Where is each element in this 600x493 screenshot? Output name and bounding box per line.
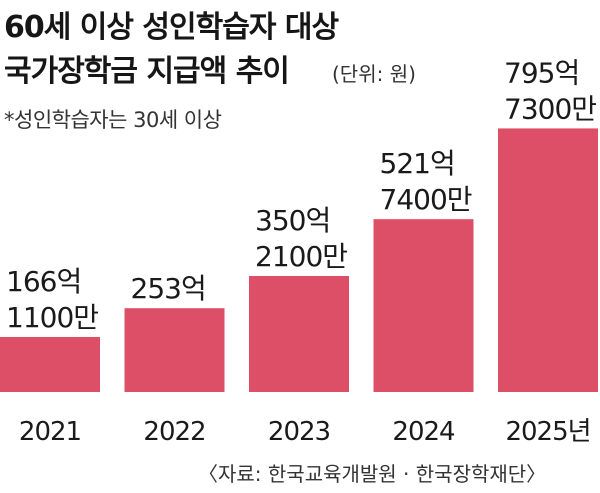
data-label-2021-2: 1100만 [6, 301, 98, 334]
data-label-2022-1: 253억 [131, 272, 206, 305]
x-tick-2022: 2022 [143, 417, 205, 447]
x-tick-2021: 2021 [19, 417, 81, 447]
bar-2025년 [498, 128, 598, 393]
bar-2023 [249, 275, 349, 392]
x-tick-2023: 2023 [268, 417, 330, 447]
bar-2024 [373, 219, 474, 392]
unit-label: (단위: 원) [332, 62, 416, 86]
chart-title-line-2: 국가장학금 지급액 추이 [4, 54, 290, 89]
data-label-2024-1: 521억 [380, 147, 455, 180]
data-label-2025년-1: 795억 [504, 56, 579, 89]
source-credit: 〈자료: 한국교육개발원 · 한국장학재단〉 [198, 462, 547, 486]
data-label-2024-2: 7400만 [380, 183, 472, 216]
bar-2022 [124, 308, 225, 392]
chart-title-line-1: 60세 이상 성인학습자 대상 [4, 10, 339, 45]
data-label-2025년-2: 7300만 [504, 92, 596, 125]
bar-2021 [0, 336, 100, 392]
footnote: *성인학습자는 30세 이상 [4, 108, 222, 132]
x-tick-2024: 2024 [392, 417, 455, 447]
data-label-2021-1: 166억 [6, 265, 81, 298]
data-label-2023-2: 2100만 [255, 240, 347, 273]
x-tick-2025년: 2025년 [505, 417, 590, 447]
data-label-2023-1: 350억 [255, 204, 330, 237]
